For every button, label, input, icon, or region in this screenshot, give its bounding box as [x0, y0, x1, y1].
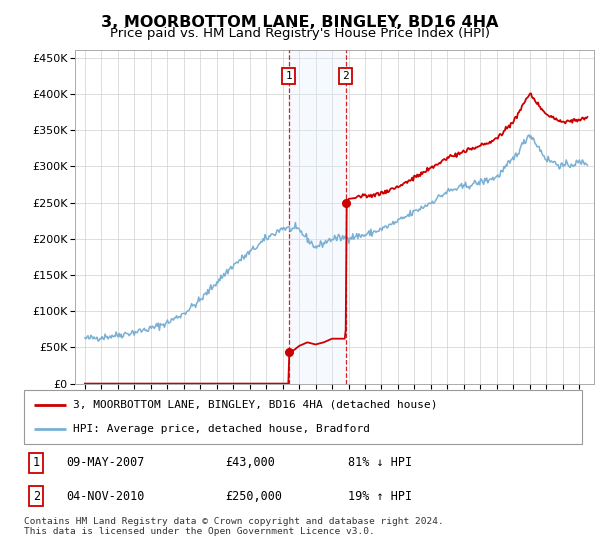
- Bar: [289, 50, 346, 384]
- Text: 19% ↑ HPI: 19% ↑ HPI: [347, 490, 412, 503]
- Text: 3, MOORBOTTOM LANE, BINGLEY, BD16 4HA: 3, MOORBOTTOM LANE, BINGLEY, BD16 4HA: [101, 15, 499, 30]
- Text: 1: 1: [286, 71, 292, 81]
- Text: £250,000: £250,000: [225, 490, 282, 503]
- Text: 09-MAY-2007: 09-MAY-2007: [66, 456, 144, 469]
- Text: 3, MOORBOTTOM LANE, BINGLEY, BD16 4HA (detached house): 3, MOORBOTTOM LANE, BINGLEY, BD16 4HA (d…: [73, 400, 437, 410]
- Text: HPI: Average price, detached house, Bradford: HPI: Average price, detached house, Brad…: [73, 424, 370, 434]
- Text: 2: 2: [33, 490, 40, 503]
- FancyBboxPatch shape: [24, 390, 582, 444]
- Text: £43,000: £43,000: [225, 456, 275, 469]
- Text: 81% ↓ HPI: 81% ↓ HPI: [347, 456, 412, 469]
- Text: 2: 2: [343, 71, 349, 81]
- Text: Contains HM Land Registry data © Crown copyright and database right 2024.
This d: Contains HM Land Registry data © Crown c…: [24, 517, 444, 536]
- Text: 1: 1: [33, 456, 40, 469]
- Text: 04-NOV-2010: 04-NOV-2010: [66, 490, 144, 503]
- Text: Price paid vs. HM Land Registry's House Price Index (HPI): Price paid vs. HM Land Registry's House …: [110, 27, 490, 40]
